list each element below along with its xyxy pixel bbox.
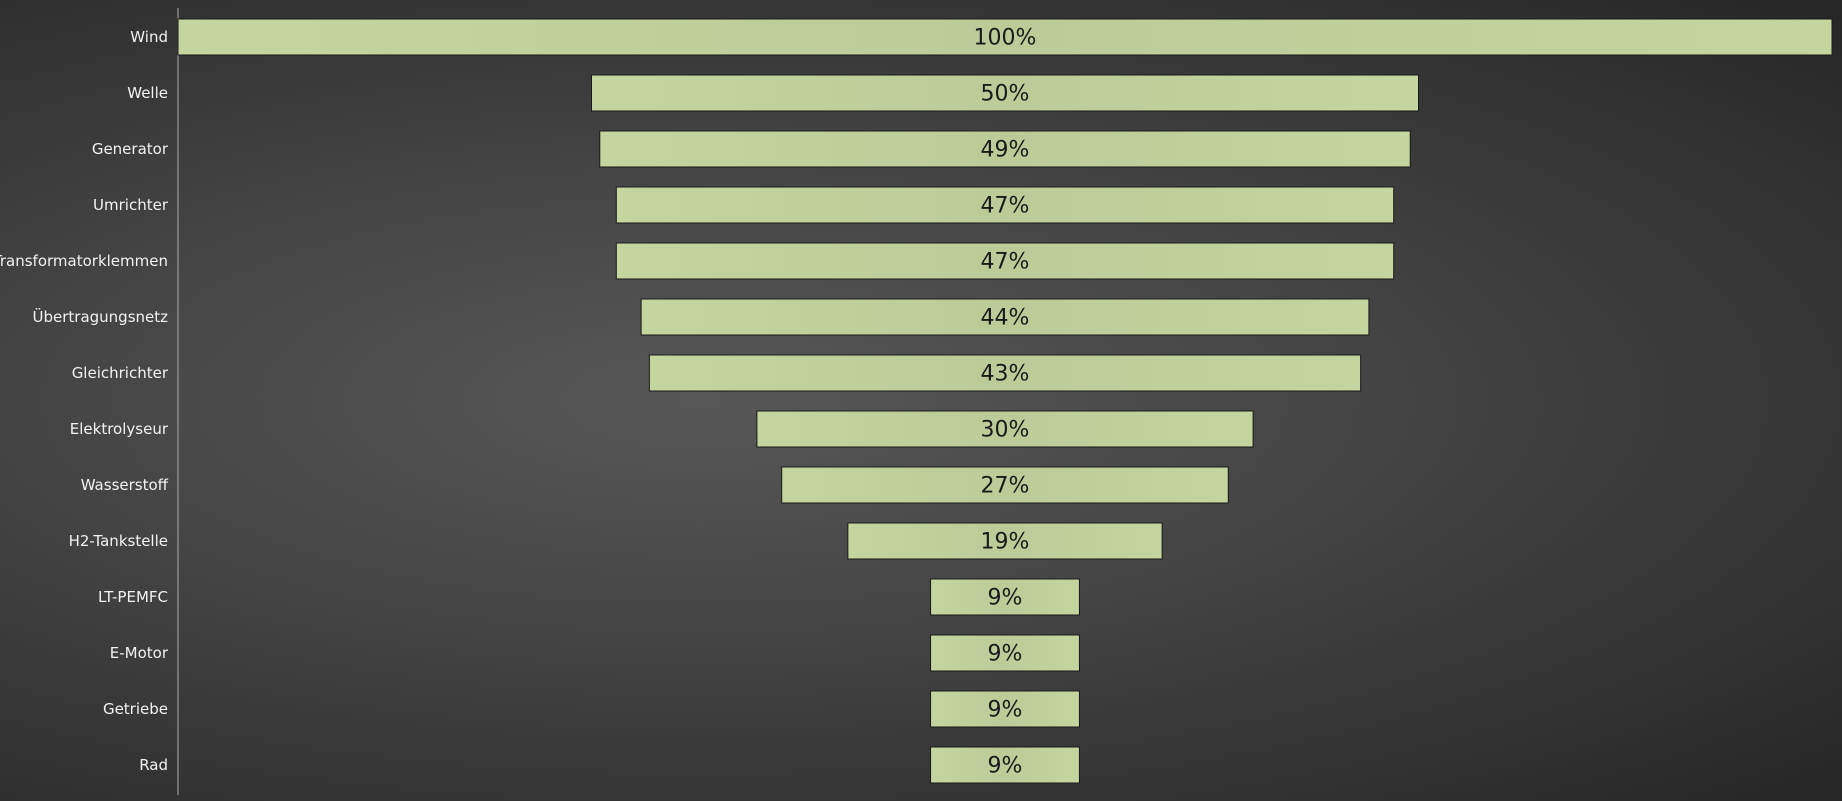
category-label: Wind [130,28,168,46]
bar-value-label: 100% [974,26,1037,51]
funnel-bar [756,410,1254,448]
bar-value-label: 19% [981,530,1030,555]
funnel-bar [640,298,1370,336]
funnel-bar [930,746,1080,784]
category-label: Wasserstoff [81,476,169,494]
funnel-bar [599,130,1411,168]
funnel-bar [930,634,1080,672]
bar-value-label: 9% [988,642,1023,667]
funnel-bar [930,690,1080,728]
funnel-bar [591,74,1419,112]
bar-value-label: 30% [981,418,1030,443]
category-label: Gleichrichter [72,364,169,382]
category-label: H2-Tankstelle [69,532,168,550]
bar-value-label: 47% [981,250,1030,275]
category-label: Umrichter [93,196,169,214]
bar-value-label: 50% [981,82,1030,107]
category-label: Generator [92,140,169,158]
bar-value-label: 47% [981,194,1030,219]
funnel-bar [177,18,1833,56]
category-label: Rad [139,756,168,774]
category-label: Transformatorklemmen [0,252,168,270]
bar-value-label: 43% [981,362,1030,387]
bar-value-label: 9% [988,698,1023,723]
category-label: Elektrolyseur [70,420,169,438]
category-label: Übertragungsnetz [33,307,169,326]
category-label: LT-PEMFC [98,588,168,606]
funnel-bar [847,522,1163,560]
funnel-bar [930,578,1080,616]
funnel-bar [615,242,1395,280]
funnel-bar [648,354,1362,392]
bar-value-label: 44% [981,306,1030,331]
category-label: Getriebe [103,700,168,718]
bar-value-label: 27% [981,474,1030,499]
funnel-bar [781,466,1229,504]
category-label: Welle [127,84,168,102]
category-label: E-Motor [110,644,169,662]
funnel-bar [615,186,1395,224]
bar-value-label: 9% [988,754,1023,779]
bar-value-label: 49% [981,138,1030,163]
bar-value-label: 9% [988,586,1023,611]
